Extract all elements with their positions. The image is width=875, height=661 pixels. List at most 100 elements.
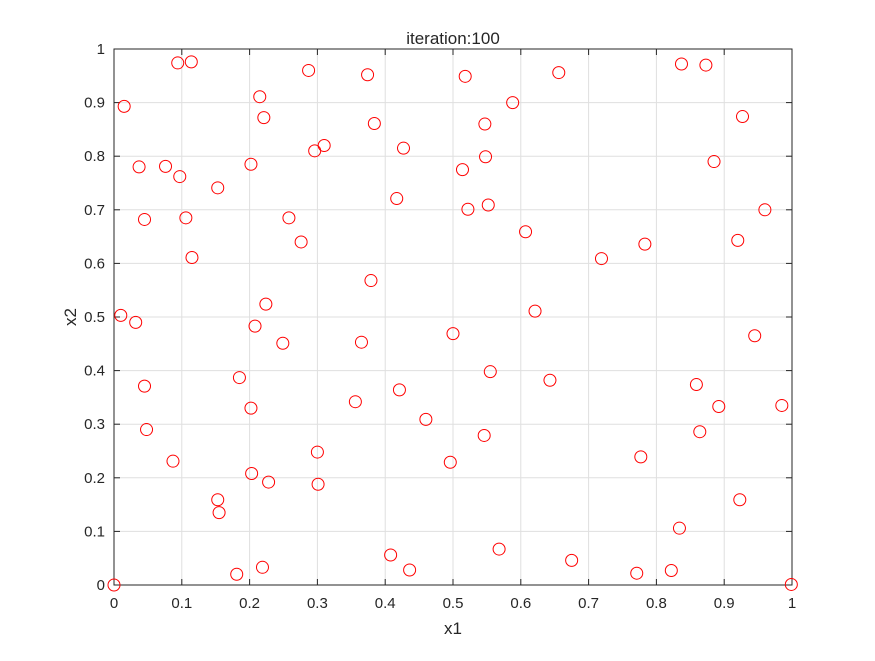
data-point <box>253 90 267 104</box>
data-point <box>736 110 750 124</box>
x-tick-label: 0.4 <box>375 595 396 612</box>
data-point <box>212 506 226 520</box>
y-tick-label: 1 <box>97 41 105 58</box>
tick-labels: 0 0.1 0.2 0.3 0.4 0.5 0.6 0.7 0.8 0.9 1 0 0.1 0.2 0.3 0… <box>84 41 796 612</box>
data-point <box>638 237 652 251</box>
data-point <box>185 251 199 265</box>
data-point <box>672 521 686 535</box>
data-point <box>184 55 198 69</box>
x-axis-label: x1 <box>444 619 462 638</box>
data-point <box>693 425 707 439</box>
data-point <box>492 542 506 556</box>
data-point <box>361 68 375 82</box>
data-point <box>689 378 703 392</box>
data-point <box>519 225 533 239</box>
data-point <box>282 211 296 225</box>
data-point <box>565 553 579 567</box>
data-point <box>245 467 259 481</box>
data-point <box>230 567 244 581</box>
y-tick-label: 0.4 <box>84 363 105 380</box>
data-point <box>311 477 325 491</box>
data-point <box>179 211 193 225</box>
data-point <box>348 395 362 409</box>
data-point <box>674 57 688 71</box>
data-point <box>707 155 721 169</box>
data-point <box>211 493 225 507</box>
data-point <box>107 578 121 592</box>
data-point <box>403 563 417 577</box>
data-point <box>712 400 726 414</box>
x-tick-label: 1 <box>788 595 796 612</box>
data-point <box>446 327 460 341</box>
data-point <box>138 379 152 393</box>
data-point <box>232 371 246 385</box>
data-point <box>384 548 398 562</box>
data-points <box>107 55 798 592</box>
data-point <box>481 198 495 212</box>
data-point <box>294 235 308 249</box>
data-point <box>302 63 316 77</box>
x-tick-label: 0.6 <box>510 595 531 612</box>
data-point <box>244 401 258 415</box>
data-point <box>171 56 185 70</box>
data-point <box>506 96 520 110</box>
data-point <box>248 319 262 333</box>
data-point <box>392 383 406 397</box>
data-point <box>317 138 331 152</box>
axes <box>113 48 793 586</box>
y-tick-label: 0.5 <box>84 309 105 326</box>
data-point <box>477 428 491 442</box>
data-point <box>259 297 273 311</box>
y-tick-label: 0.9 <box>84 95 105 112</box>
data-point <box>634 450 648 464</box>
data-point <box>478 117 492 131</box>
data-point <box>310 445 324 459</box>
data-point <box>364 274 378 288</box>
x-tick-label: 0.8 <box>646 595 667 612</box>
data-point <box>390 192 404 206</box>
data-point <box>138 212 152 226</box>
data-point <box>367 117 381 131</box>
data-point <box>748 329 762 343</box>
data-point <box>543 373 557 387</box>
data-point <box>733 493 747 507</box>
x-tick-label: 0.3 <box>307 595 328 612</box>
x-tick-label: 0.5 <box>443 595 464 612</box>
data-point <box>276 336 290 350</box>
data-point <box>114 308 128 322</box>
data-point <box>354 335 368 349</box>
data-point <box>117 99 131 113</box>
data-point <box>664 564 678 578</box>
data-point <box>630 566 644 580</box>
data-point <box>455 163 469 177</box>
data-point <box>257 111 271 125</box>
data-point <box>784 577 798 591</box>
y-tick-label: 0.6 <box>84 255 105 272</box>
x-tick-label: 0.2 <box>239 595 260 612</box>
data-point <box>699 58 713 72</box>
y-tick-label: 0.7 <box>84 202 105 219</box>
data-point <box>129 315 143 329</box>
data-point <box>166 454 180 468</box>
data-point <box>461 202 475 216</box>
y-axis-label: x2 <box>61 308 80 326</box>
y-tick-label: 0.8 <box>84 148 105 165</box>
data-point <box>419 412 433 426</box>
x-tick-label: 0 <box>110 595 118 612</box>
data-point <box>159 159 173 173</box>
data-point <box>528 304 542 318</box>
y-tick-label: 0.2 <box>84 470 105 487</box>
x-tick-label: 0.1 <box>171 595 192 612</box>
data-point <box>594 252 608 266</box>
data-point <box>397 141 411 155</box>
data-point <box>211 181 225 195</box>
data-point <box>552 66 566 80</box>
data-point <box>775 398 789 412</box>
data-point <box>443 455 457 469</box>
data-point <box>255 560 269 574</box>
chart-title: iteration:100 <box>406 29 500 48</box>
data-point <box>262 475 276 489</box>
data-point <box>458 69 472 83</box>
x-tick-label: 0.7 <box>578 595 599 612</box>
